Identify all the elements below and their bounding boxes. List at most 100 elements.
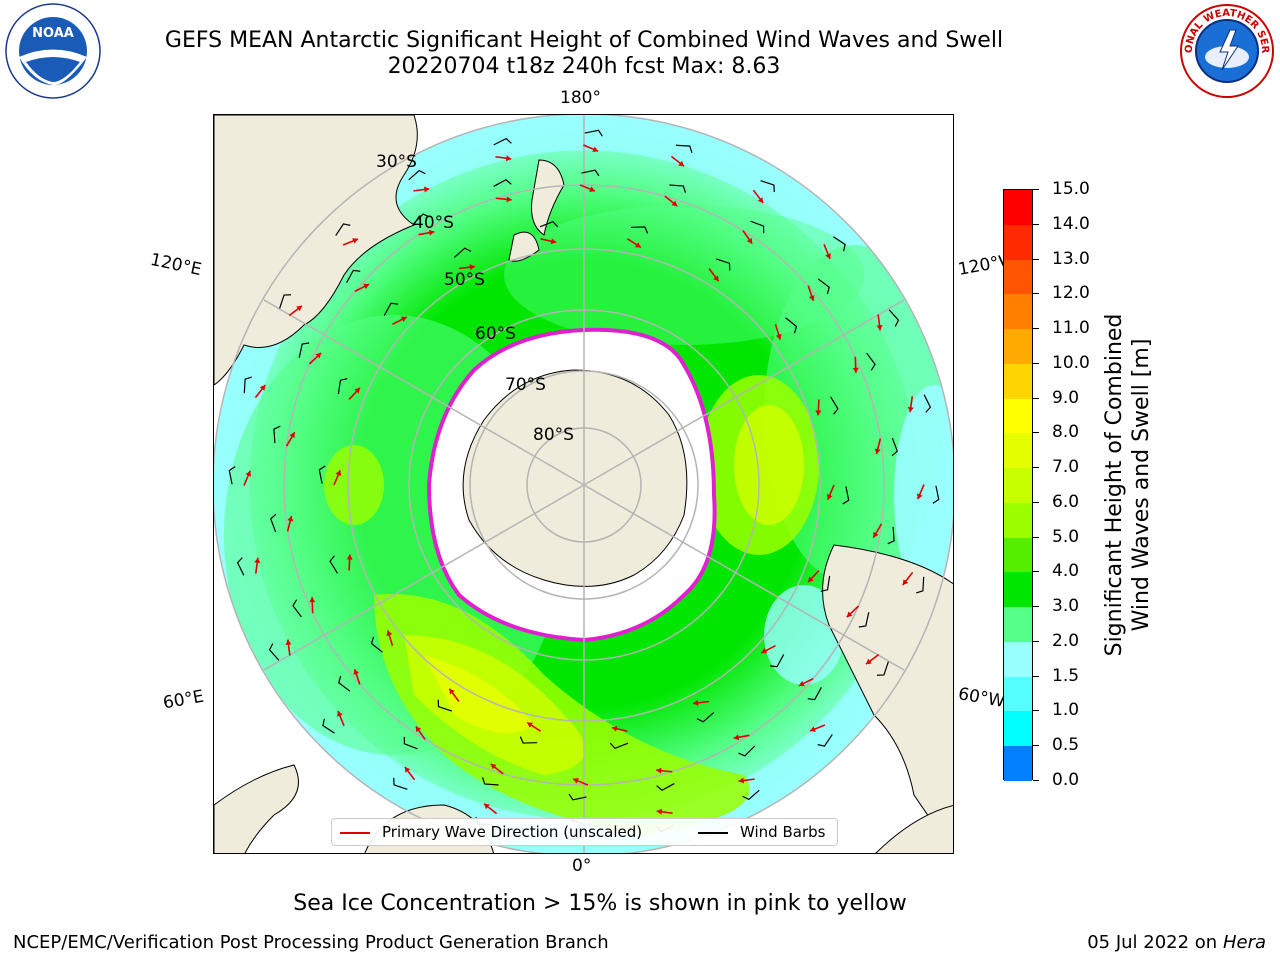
lon-label-60w: 60°W xyxy=(956,684,1007,712)
wave-arrow-head xyxy=(738,777,744,784)
wind-barb xyxy=(437,699,452,712)
wind-barb xyxy=(742,789,760,801)
wind-barb xyxy=(370,636,383,653)
wind-barb xyxy=(669,184,687,193)
colorbar-tick-label: 15.0 xyxy=(1052,179,1090,199)
wave-arrow-head xyxy=(866,658,872,665)
lon-label-0: 0° xyxy=(572,856,592,876)
footer-date: 05 Jul 2022 on xyxy=(1087,932,1223,953)
wave-arrow-head xyxy=(746,237,753,244)
wind-barb xyxy=(750,220,765,234)
wind-barb xyxy=(481,777,499,786)
colorbar-tickmark xyxy=(1033,710,1039,712)
wind-barb xyxy=(891,437,898,457)
wind-barb xyxy=(519,736,538,744)
lat-label-60s: 60°S xyxy=(475,324,516,344)
colorbar-segment xyxy=(1004,224,1032,260)
wave-arrow-head xyxy=(874,448,881,455)
colorbar-segment xyxy=(1004,537,1032,573)
wind-barb xyxy=(770,654,785,668)
colorbar-tick-label: 9.0 xyxy=(1052,387,1080,408)
colorbar-tick-label: 1.5 xyxy=(1052,665,1080,686)
wave-arrow-head xyxy=(713,275,719,282)
wind-barb xyxy=(228,466,236,485)
wave-arrow-head xyxy=(483,803,490,810)
wind-barb xyxy=(760,180,775,193)
footer-right: 05 Jul 2022 on Hera xyxy=(1087,932,1266,953)
map-legend: Primary Wave Direction (unscaled) Wind B… xyxy=(331,818,838,846)
wind-barb xyxy=(493,137,512,146)
antarctica xyxy=(462,369,688,587)
wave-arrow-head xyxy=(352,238,358,244)
colorbar-segment xyxy=(1004,676,1032,712)
wave-arrow-head xyxy=(353,669,360,675)
wave-arrow-head xyxy=(309,597,316,603)
wave-arrow-head xyxy=(826,493,833,500)
wave-arrow-head xyxy=(354,387,360,394)
colorbar-label-line2: Wind Waves and Swell [m] xyxy=(1129,338,1154,632)
colorbar-tick-label: 2.0 xyxy=(1052,630,1080,651)
wind-barb xyxy=(318,465,326,484)
wind-barb xyxy=(876,661,889,676)
map-panel xyxy=(213,114,954,854)
wave-arrow-head xyxy=(289,432,295,439)
colorbar-tickmark xyxy=(1033,745,1039,747)
wind-barb xyxy=(785,317,798,334)
colorbar-tick-label: 4.0 xyxy=(1052,561,1080,582)
wind-barb xyxy=(923,394,932,413)
wave-arrow-head xyxy=(287,515,294,522)
colorbar-tickmark xyxy=(1033,328,1039,330)
wave-arrow-head xyxy=(573,778,579,784)
colorbar-tick-label: 14.0 xyxy=(1052,213,1090,234)
colorbar-tick-label: 5.0 xyxy=(1052,526,1080,547)
wave-arrow-head xyxy=(506,196,512,203)
wind-barb xyxy=(539,220,559,228)
sea-ice-note: Sea Ice Concentration > 15% is shown in … xyxy=(293,891,907,916)
wave-arrow-head xyxy=(424,186,430,193)
wave-arrow-head xyxy=(415,726,422,733)
lat-label-50s: 50°S xyxy=(444,270,485,290)
wind-barb xyxy=(833,236,846,252)
wind-barb xyxy=(453,247,472,258)
colorbar-tick-label: 6.0 xyxy=(1052,491,1080,512)
colorbar-tickmark xyxy=(1033,258,1039,260)
colorbar-tickmark xyxy=(1033,571,1039,573)
lon-label-180: 180° xyxy=(560,88,601,108)
wave-arrow-head xyxy=(386,630,393,637)
colorbar-segment xyxy=(1004,294,1032,329)
wind-barb xyxy=(807,687,822,701)
legend-primary-wave: Primary Wave Direction (unscaled) xyxy=(382,823,643,841)
wind-barb xyxy=(403,736,418,750)
wind-barb xyxy=(493,179,512,187)
nws-logo: NATIONAL WEATHER SERVICE xyxy=(1174,0,1276,100)
wind-barb xyxy=(412,213,430,225)
colorbar-segment xyxy=(1004,398,1032,434)
wind-barb xyxy=(738,745,756,757)
wind-barb xyxy=(584,129,603,137)
wave-arrow-head xyxy=(761,648,768,654)
wind-barb xyxy=(568,793,587,801)
wave-arrow-head xyxy=(611,725,618,732)
colorbar-segment xyxy=(1004,468,1032,503)
colorbar-tick-label: 12.0 xyxy=(1052,283,1090,304)
wind-barb xyxy=(696,712,715,723)
wave-arrow-head xyxy=(693,699,699,706)
wave-arrow-head xyxy=(527,722,533,728)
wave-arrow-head xyxy=(757,197,764,203)
wave-arrow-head xyxy=(254,557,261,564)
wave-arrow-head xyxy=(335,470,342,477)
polar-map xyxy=(214,115,953,853)
wave-arrow-head xyxy=(550,238,557,245)
colorbar-tick-label: 13.0 xyxy=(1052,248,1090,269)
wind-barb xyxy=(243,376,252,394)
colorbar-tickmark xyxy=(1033,536,1039,538)
colorbar-tickmark xyxy=(1033,467,1039,469)
colorbar-tickmark xyxy=(1033,675,1039,677)
colorbar-tickmark xyxy=(1033,362,1039,364)
wind-barb xyxy=(675,144,693,153)
colorbar-tick-label: 0.0 xyxy=(1052,770,1080,790)
lat-label-40s: 40°S xyxy=(413,213,454,233)
wind-barb xyxy=(609,742,629,750)
colorbar-segment xyxy=(1004,433,1032,468)
colorbar-tickmark xyxy=(1033,606,1039,608)
